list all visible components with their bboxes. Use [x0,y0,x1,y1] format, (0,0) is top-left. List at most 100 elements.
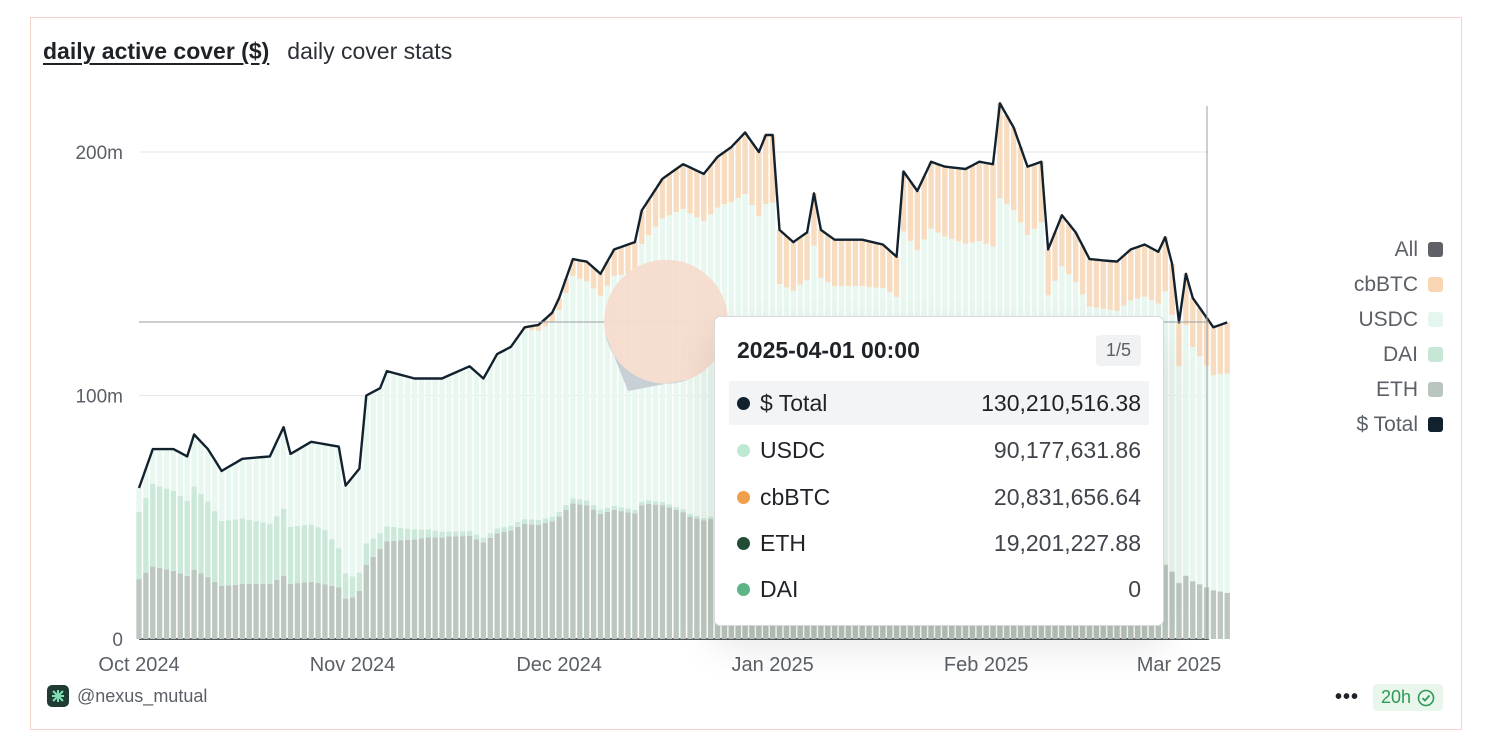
bar-segment-usdc [384,371,390,527]
bar-segment-cbbtc [1073,232,1079,283]
bar-segment-usdc [301,445,307,526]
series-dot-icon [737,396,750,410]
bar-segment-dai [652,501,659,505]
bar-segment-dai [1176,582,1182,584]
bar-segment-cbbtc [707,165,714,215]
bar-segment-usdc [329,445,335,540]
more-options-button[interactable]: ••• [1334,686,1359,708]
bar-segment-cbbtc [1155,251,1162,304]
bar-segment-eth [542,523,549,639]
bar-segment-dai [336,548,342,588]
bar-segment-cbbtc [900,171,907,232]
bar-segment-eth [556,516,562,639]
bar-segment-dai [232,519,239,585]
bar-segment-dai [363,543,369,566]
bar-segment-eth [701,520,707,639]
bar-segment-eth [432,537,438,639]
bar-segment-cbbtc [845,239,852,287]
bar-segment-dai [418,529,425,539]
bar-segment-eth [184,575,190,639]
bar-segment-eth [625,512,631,639]
tab-daily-active-cover[interactable]: daily active cover ($) [43,38,270,64]
bar-segment-eth [391,540,397,639]
bar-segment-eth [1176,583,1182,639]
bar-segment-usdc [542,326,549,519]
bar-segment-dai [356,572,363,591]
bar-segment-eth [439,537,445,639]
tooltip-row-label: cbBTC [760,483,831,510]
bar-segment-usdc [556,310,562,512]
total-line [137,102,1228,489]
legend-item-total[interactable]: $ Total [1357,413,1443,436]
bar-segment-dai [246,519,252,584]
author-attribution[interactable]: @nexus_mutual [47,685,207,707]
bar-segment-eth [590,509,597,639]
bar-segment-cbbtc [997,103,1003,199]
bar-segment-cbbtc [604,261,611,286]
tooltip-row-label: DAI [760,575,799,602]
bar-segment-dai [604,507,611,512]
legend-item-eth[interactable]: ETH [1376,378,1443,401]
bar-segment-cbbtc [756,152,762,217]
bar-segment-cbbtc [1038,161,1044,223]
bar-segment-cbbtc [935,164,941,233]
check-badge-icon [1417,689,1435,706]
chart-card: daily active cover ($) daily cover stats… [30,17,1462,730]
bar-segment-cbbtc [804,232,810,281]
tooltip-row-label: $ Total [760,389,828,416]
bar-segment-eth [487,537,493,639]
bar-segment-eth [659,505,666,639]
legend-item-all[interactable]: All [1395,238,1443,261]
refresh-status-badge[interactable]: 20h [1372,684,1443,711]
bar-segment-eth [1169,572,1175,639]
bar-segment-cbbtc [955,168,962,242]
bar-segment-eth [501,531,507,639]
bar-segment-eth [494,533,500,639]
legend-item-cbbtc[interactable]: cbBTC [1354,273,1443,296]
legend-swatch [1428,347,1443,362]
chart-tabs: daily active cover ($) daily cover stats [43,38,452,65]
bar-segment-usdc [177,452,184,496]
legend-item-dai[interactable]: DAI [1383,343,1443,366]
tab-daily-cover-stats[interactable]: daily cover stats [287,38,453,64]
legend-label: DAI [1382,342,1418,366]
bar-segment-eth [522,524,528,639]
bar-segment-cbbtc [666,173,673,216]
bar-segment-usdc [570,275,576,499]
bar-segment-dai [659,501,666,506]
bar-segment-dai [542,518,549,524]
x-tick-label: Oct 2024 [98,654,179,676]
bar-segment-usdc [274,441,280,517]
bar-segment-usdc [453,372,459,532]
bar-segment-dai [487,533,493,538]
bar-segment-dai [253,521,259,584]
bar-segment-usdc [356,468,363,573]
bar-segment-eth [349,597,356,639]
bar-segment-cbbtc [1093,259,1100,308]
bar-segment-eth [446,536,452,639]
tooltip-page-indicator[interactable]: 1/5 [1095,335,1141,366]
bar-segment-eth [466,535,473,639]
y-tick-label: 0 [112,630,123,651]
bar-segment-eth [370,556,376,639]
bar-segment-usdc [583,281,590,501]
bar-segment-usdc [418,378,425,530]
bar-segment-usdc [1196,356,1203,584]
bar-segment-eth [508,530,514,639]
legend-item-usdc[interactable]: USDC [1358,308,1443,331]
bar-segment-eth [356,590,363,639]
bar-segment-usdc [549,322,555,517]
bar-segment-cbbtc [687,167,693,214]
bar-segment-dai [1162,564,1168,566]
bar-segment-dai [136,511,142,580]
bar-segment-eth [377,548,383,639]
bar-segment-eth [260,583,266,639]
bar-segment-eth [618,511,624,639]
tooltip-row-value: 90,177,631.86 [993,436,1141,463]
bar-segment-usdc [205,449,211,502]
bar-segment-cbbtc [583,261,590,282]
bar-segment-cbbtc [949,167,955,239]
bar-segment-cbbtc [1045,249,1051,296]
bar-segment-eth [577,504,583,639]
bar-segment-eth [156,567,163,639]
